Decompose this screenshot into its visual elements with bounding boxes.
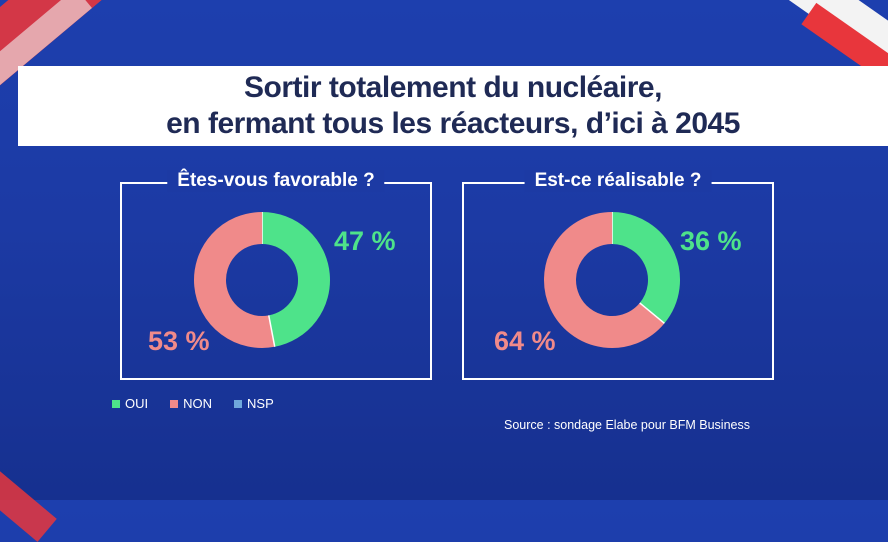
donut-slice-non: [194, 212, 275, 348]
legend-item-oui: OUI: [112, 396, 148, 411]
donut-chart: [194, 212, 330, 348]
legend-item-non: NON: [170, 396, 212, 411]
legend-item-nsp: NSP: [234, 396, 274, 411]
donut-slice-oui: [611, 212, 680, 324]
legend-swatch: [170, 399, 179, 408]
chart-title: Est-ce réalisable ?: [524, 170, 712, 192]
chart-title: Êtes-vous favorable ?: [167, 170, 385, 192]
legend: OUI NON NSP: [112, 396, 274, 411]
legend-label: OUI: [125, 396, 149, 411]
donut-chart: [544, 212, 680, 348]
title-line-2: en fermant tous les réacteurs, d’ici à 2…: [166, 107, 740, 140]
chart-panel-realisable: Est-ce réalisable ? 36 % 64 %: [462, 170, 774, 380]
donut-slice-non: [544, 212, 665, 348]
chart-panel-favorable: Êtes-vous favorable ? 47 % 53 %: [120, 170, 432, 380]
data-label-oui: 36 %: [680, 226, 742, 256]
data-label-oui: 47 %: [334, 226, 396, 256]
source-note: Source : sondage Elabe pour BFM Business: [504, 418, 750, 432]
legend-swatch: [234, 399, 243, 408]
slice-separator: [639, 302, 665, 324]
data-label-non: 64 %: [494, 326, 556, 356]
decor-stripe: [0, 448, 57, 542]
legend-swatch: [112, 399, 120, 408]
title-band: Sortir totalement du nucléaire, en ferma…: [18, 66, 888, 146]
title-line-1: Sortir totalement du nucléaire,: [244, 71, 662, 104]
legend-label: NSP: [247, 396, 274, 411]
legend-label: NON: [183, 396, 213, 411]
data-label-non: 53 %: [148, 326, 210, 356]
donut-slice-oui: [261, 212, 330, 347]
slice-separator: [268, 315, 276, 347]
